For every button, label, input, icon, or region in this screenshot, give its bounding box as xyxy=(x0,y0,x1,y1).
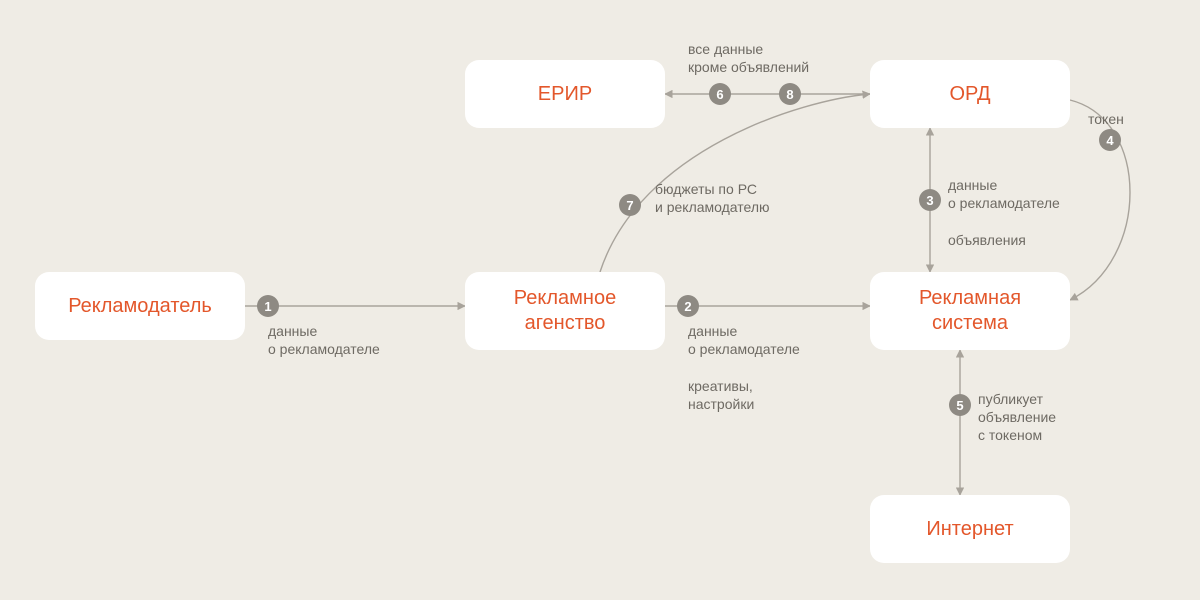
edge-badge-7: 7 xyxy=(619,194,641,216)
edge-label-3: данные о рекламодателе объявления xyxy=(948,176,1060,249)
edge-badge-6-8: 6 xyxy=(709,83,731,105)
edge-label-7: бюджеты по РС и рекламодателю xyxy=(655,180,770,216)
edge-label-6-8: все данные кроме объявлений xyxy=(688,40,809,76)
edge-4 xyxy=(1070,100,1130,300)
edge-badge-4: 4 xyxy=(1099,129,1121,151)
node-ad_system: Рекламная система xyxy=(870,272,1070,350)
edge-badge-3: 3 xyxy=(919,189,941,211)
edge-label-2: данные о рекламодателе креативы, настрой… xyxy=(688,322,800,413)
node-internet: Интернет xyxy=(870,495,1070,563)
edge-label-1: данные о рекламодателе xyxy=(268,322,380,358)
edge-badge-6-8-b: 8 xyxy=(779,83,801,105)
node-agency: Рекламное агенство xyxy=(465,272,665,350)
edge-label-5: публикует объявление с токеном xyxy=(978,390,1056,445)
edge-label-4: токен xyxy=(1088,110,1124,128)
node-advertiser: Рекламодатель xyxy=(35,272,245,340)
node-erir: ЕРИР xyxy=(465,60,665,128)
edge-badge-5: 5 xyxy=(949,394,971,416)
edge-badge-1: 1 xyxy=(257,295,279,317)
node-ord: ОРД xyxy=(870,60,1070,128)
edge-badge-2: 2 xyxy=(677,295,699,317)
